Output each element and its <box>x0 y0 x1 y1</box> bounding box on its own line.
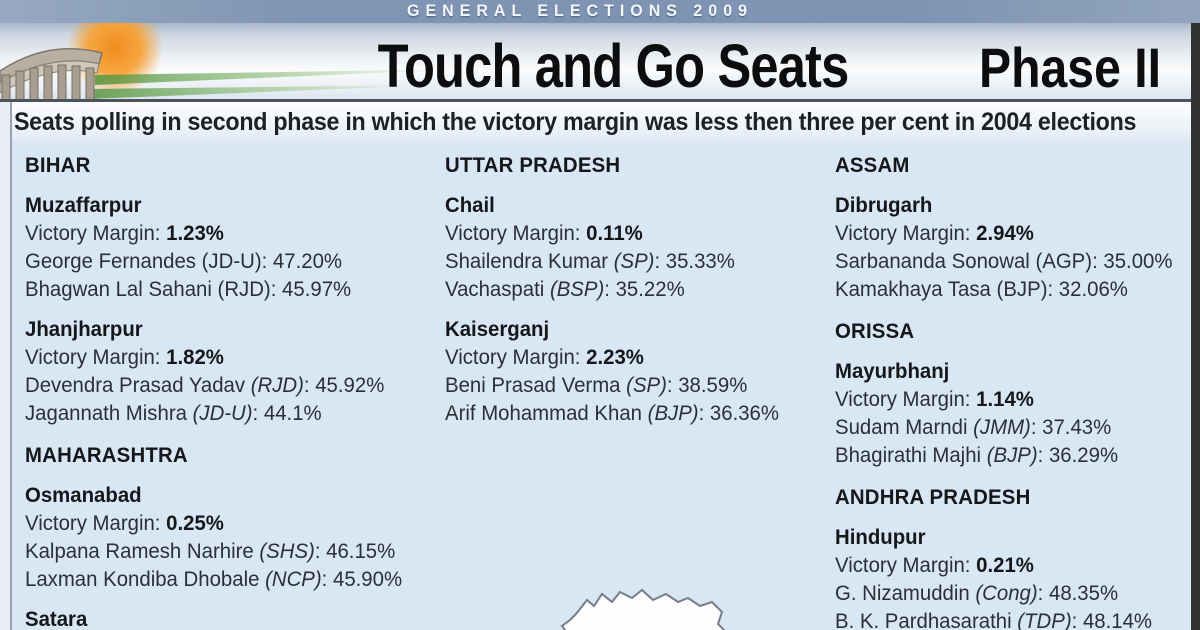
candidate-line: Sarbananda Sonowal (AGP): 35.00% <box>835 250 1173 273</box>
state-section: ASSAM Dibrugarh Victory Margin: 2.94% Sarba… <box>835 152 1195 304</box>
victory-margin-value: 1.23% <box>166 222 224 245</box>
candidate-line: Bhagirathi Majhi (BJP): 36.29% <box>835 444 1119 467</box>
header-divider <box>0 99 1200 102</box>
candidate-party: (RJD) <box>250 374 304 397</box>
candidate-party: (AGP) <box>1035 250 1093 273</box>
jk-outline <box>560 588 726 630</box>
state-section: ANDHRA PRADESH Hindupur Victory Margin: 0.… <box>835 484 1195 630</box>
state-header: ORISSA <box>835 320 915 343</box>
state-header: MAHARASHTRA <box>25 444 188 467</box>
victory-margin-line: Victory Margin: 1.23% <box>25 222 224 245</box>
phase-label: Phase II <box>978 36 1162 99</box>
top-banner-bar: GENERAL ELECTIONS 2009 <box>0 0 1200 23</box>
constituency-name: Kaiserganj <box>445 318 550 341</box>
candidate-line: Arif Mohammad Khan (BJP): 36.36% <box>445 402 780 425</box>
candidate-party: (SHS) <box>259 540 315 563</box>
candidate-line: Kamakhaya Tasa (BJP): 32.06% <box>835 278 1128 301</box>
jk-map-svg: J&K <box>560 588 726 630</box>
victory-margin-value: 1.82% <box>166 346 224 369</box>
candidate-line: Shailendra Kumar (SP): 35.33% <box>445 250 735 273</box>
state-section: ORISSA Mayurbhanj Victory Margin: 1.14% Sud… <box>835 318 1195 470</box>
constituency-name: Mayurbhanj <box>835 360 950 383</box>
candidate-line: George Fernandes (JD-U): 47.20% <box>25 250 343 273</box>
victory-margin-line: Victory Margin: 2.23% <box>445 346 644 369</box>
page-title: Touch and Go Seats <box>377 32 850 100</box>
candidate-line: Vachaspati (BSP): 35.22% <box>445 278 685 301</box>
column-middle: UTTAR PRADESH Chail Victory Margin: 0.11% S… <box>445 152 835 428</box>
candidate-party: (RJD) <box>217 278 271 301</box>
state-section: UTTAR PRADESH Chail Victory Margin: 0.11% S… <box>445 152 835 428</box>
victory-margin-line: Victory Margin: 0.11% <box>445 222 643 245</box>
candidate-line: G. Nizamuddin (Cong): 48.35% <box>835 582 1119 605</box>
column-right: ASSAM Dibrugarh Victory Margin: 2.94% Sarba… <box>835 152 1195 630</box>
candidate-party: (BSP) <box>549 278 605 301</box>
victory-margin-line: Victory Margin: 0.25% <box>25 512 224 535</box>
state-section: MAHARASHTRA Osmanabad Victory Margin: 0.25… <box>25 442 430 630</box>
content-area: J&K BIHAR Muzaffarpur Victory Margin: 1.23… <box>0 142 1200 630</box>
header: Touch and Go Seats Phase II <box>0 0 1200 124</box>
candidate-party: (JMM) <box>973 416 1031 439</box>
victory-margin-line: Victory Margin: 0.21% <box>835 554 1034 577</box>
state-section: BIHAR Muzaffarpur Victory Margin: 1.23% Geo… <box>25 152 430 428</box>
banner-text: GENERAL ELECTIONS 2009 <box>407 2 753 20</box>
candidate-line: B. K. Pardhasarathi (TDP): 48.14% <box>835 608 1184 630</box>
candidate-party: (BJP) <box>986 444 1038 467</box>
constituency-name: Chail <box>445 194 495 217</box>
subtitle-text: Seats polling in second phase in which t… <box>13 107 1137 136</box>
constituency-name: Satara <box>25 608 88 630</box>
victory-margin-value: 1.14% <box>976 388 1034 411</box>
constituency-name: Dibrugarh <box>835 194 933 217</box>
candidate-party: (SP) <box>626 374 667 397</box>
constituency-name: Hindupur <box>835 526 926 549</box>
victory-margin-line: Victory Margin: 1.14% <box>835 388 1034 411</box>
state-header: ANDHRA PRADESH <box>835 486 1031 509</box>
constituency-name: Muzaffarpur <box>25 194 142 217</box>
candidate-party: (JD-U) <box>192 402 253 425</box>
candidate-line: Sudam Marndi (JMM): 37.43% <box>835 416 1112 439</box>
constituency-name: Jhanjharpur <box>25 318 143 341</box>
state-header: BIHAR <box>25 154 91 177</box>
constituency-name: Osmanabad <box>25 484 142 507</box>
candidate-party: (NCP) <box>265 568 322 591</box>
candidate-line: Beni Prasad Verma (SP): 38.59% <box>445 374 748 397</box>
candidate-line: Kalpana Ramesh Narhire (SHS): 46.15% <box>25 540 396 563</box>
victory-margin-line: Victory Margin: 2.94% <box>835 222 1034 245</box>
candidate-line: Jagannath Mishra (JD-U): 44.1% <box>25 402 322 425</box>
victory-margin-value: 2.23% <box>586 346 644 369</box>
victory-margin-value: 0.21% <box>976 554 1034 577</box>
victory-margin-value: 0.11% <box>586 222 643 245</box>
candidate-line: Laxman Kondiba Dhobale (NCP): 45.90% <box>25 568 403 591</box>
subtitle-strip: Seats polling in second phase in which t… <box>0 102 1200 142</box>
candidate-line: Devendra Prasad Yadav (RJD): 45.92% <box>25 374 385 397</box>
candidate-party: (TDP) <box>1017 610 1072 630</box>
candidate-party: (BJP) <box>996 278 1048 301</box>
column-left: BIHAR Muzaffarpur Victory Margin: 1.23% Geo… <box>25 152 430 630</box>
left-edge-strip <box>0 102 10 630</box>
candidate-party: (Cong) <box>975 582 1038 605</box>
candidate-line: Bhagwan Lal Sahani (RJD): 45.97% <box>25 278 352 301</box>
right-edge-border <box>1191 23 1200 630</box>
left-edge-line <box>10 102 12 630</box>
victory-margin-value: 0.25% <box>166 512 224 535</box>
state-header: UTTAR PRADESH <box>445 154 621 177</box>
candidate-party: (SP) <box>613 250 655 273</box>
victory-margin-line: Victory Margin: 1.82% <box>25 346 224 369</box>
candidate-party: (JD-U) <box>201 250 262 273</box>
jk-map: J&K <box>490 428 830 630</box>
state-header: ASSAM <box>835 154 910 177</box>
victory-margin-value: 2.94% <box>976 222 1034 245</box>
candidate-party: (BJP) <box>647 402 699 425</box>
